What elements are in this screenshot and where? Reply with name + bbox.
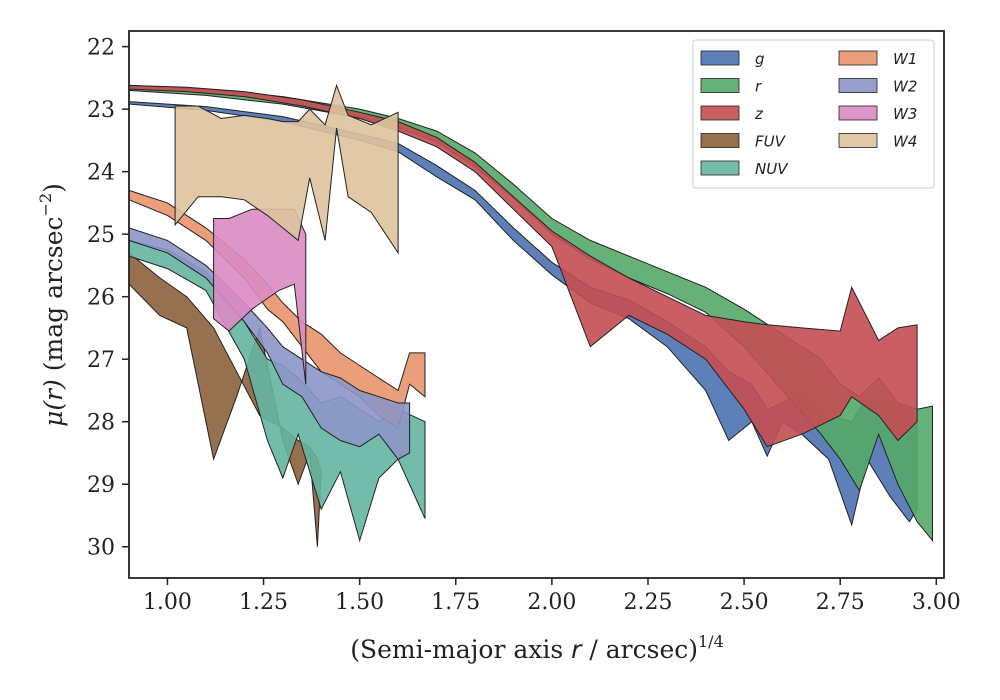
legend-label-w3: W3 <box>893 105 917 123</box>
x-tick-label: 1.50 <box>335 590 384 615</box>
series-band-w3 <box>213 208 307 385</box>
legend-swatch-w2 <box>838 78 878 93</box>
y-axis: 22 23 24 25 26 27 28 29 30 <box>87 36 129 561</box>
x-tick-label: 3.00 <box>912 590 961 615</box>
y-tick-label: 23 <box>87 98 115 123</box>
x-axis-label: (Semi-major axis r / arcsec)1/4 <box>350 632 724 664</box>
legend-swatch-fuv <box>700 133 740 148</box>
legend-swatch-nuv <box>700 160 740 176</box>
y-tick-label: 26 <box>87 286 115 311</box>
x-tick-label: 2.50 <box>720 590 769 615</box>
legend-swatch-g <box>700 50 740 66</box>
legend-swatch-z <box>700 105 740 121</box>
y-tick-label: 22 <box>87 36 115 61</box>
series-band-w4 <box>174 83 399 255</box>
series-band-fuv <box>128 251 322 547</box>
legend-label-fuv: FUV <box>755 133 787 151</box>
legend-items: grz FUV NUV W1 W2 W3 W4 <box>700 50 917 178</box>
series-layer <box>128 83 933 547</box>
x-tick-label: 1.00 <box>143 590 192 615</box>
legend-swatch-w3 <box>838 105 878 121</box>
legend-swatch-w4 <box>838 133 878 148</box>
legend-label-nuv: NUV <box>755 160 789 178</box>
x-tick-label: 2.00 <box>527 590 576 615</box>
legend-label-g: g <box>755 50 765 68</box>
legend: grz FUV NUV W1 W2 W3 W4 <box>692 39 935 189</box>
y-axis-label-sup: −2 <box>36 193 55 217</box>
x-axis-label-var: r <box>571 635 583 664</box>
y-tick-label: 28 <box>87 411 115 436</box>
legend-swatch-r <box>700 78 740 93</box>
y-tick-label: 29 <box>87 473 115 498</box>
y-tick-label: 25 <box>87 223 115 248</box>
x-axis: 1.00 1.25 1.50 1.75 2.00 2.25 2.50 2.75 3.00 <box>143 578 961 615</box>
series-band-z <box>128 84 918 448</box>
y-axis-label-post: (mag arcsec <box>39 216 68 379</box>
y-axis-label-var: μ(r) <box>39 379 68 427</box>
y-tick-label: 24 <box>87 161 115 186</box>
x-axis-label-pre: (Semi-major axis <box>350 635 571 664</box>
x-axis-label-sup: 1/4 <box>698 632 724 651</box>
y-axis-label: μ(r) (mag arcsec−2) <box>36 183 68 427</box>
plot-frame <box>128 30 945 579</box>
legend-box <box>692 39 935 189</box>
legend-label-w1: W1 <box>893 50 917 68</box>
x-tick-label: 1.25 <box>239 590 288 615</box>
legend-label-w2: W2 <box>893 78 917 96</box>
x-tick-label: 1.75 <box>431 590 480 615</box>
y-tick-label: 27 <box>87 348 115 373</box>
legend-label-r: r <box>755 78 762 96</box>
x-axis-label-post: / arcsec) <box>581 635 698 664</box>
y-tick-label: 30 <box>87 536 115 561</box>
legend-label-w4: W4 <box>893 133 917 151</box>
y-axis-label-close: ) <box>39 183 68 193</box>
legend-label-z: z <box>754 105 764 123</box>
legend-swatch-w1 <box>838 50 878 66</box>
x-tick-label: 2.75 <box>816 590 865 615</box>
x-tick-label: 2.25 <box>623 590 672 615</box>
series-band-w2 <box>128 227 411 460</box>
